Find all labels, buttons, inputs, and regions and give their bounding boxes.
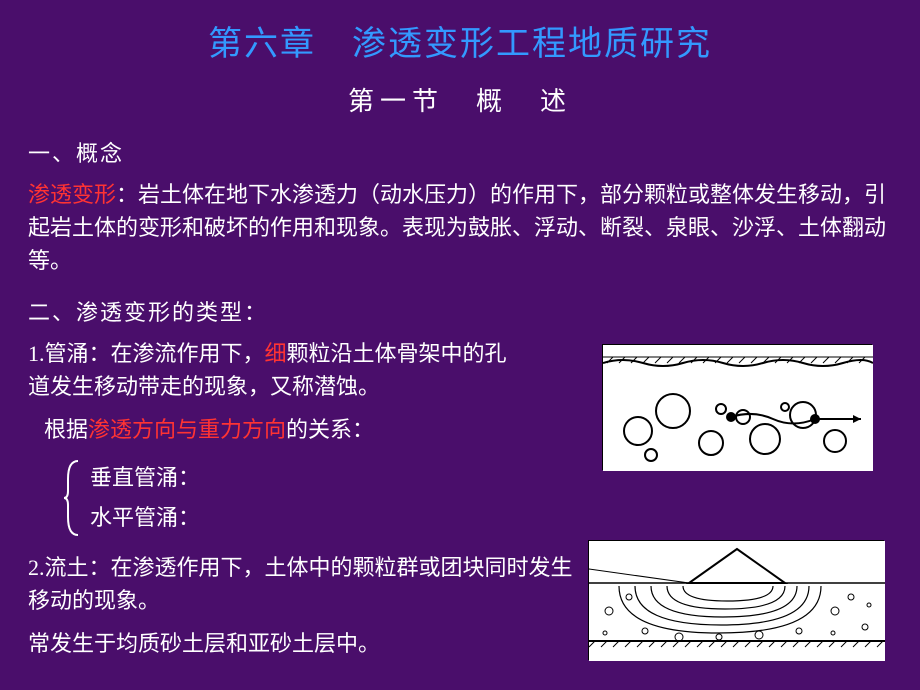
bracket-icon [64,454,82,541]
heading-concept: 一、概念 [28,136,892,168]
heading-types: 二、渗透变形的类型： [28,295,892,327]
type1-paragraph: 1.管涌：在渗流作用下，细颗粒沿土体骨架中的孔道发生移动带走的现象，又称潜蚀。 [28,337,508,403]
subtype-list: 垂直管涌： 水平管涌： [82,454,200,541]
relation-highlight: 渗透方向与重力方向 [88,417,286,442]
definition-body: 岩土体在地下水渗透力（动水压力）的作用下，部分颗粒或整体发生移动，引起岩土体的变… [28,182,886,273]
relation-prefix: 根据 [44,417,88,442]
relation-suffix: 的关系： [286,417,374,442]
soil-piping-figure [602,344,872,470]
chapter-title: 第六章 渗透变形工程地质研究 [0,0,920,65]
definition-colon: ： [116,182,138,207]
definition-paragraph: 渗透变形：岩土体在地下水渗透力（动水压力）的作用下，部分颗粒或整体发生移动，引起… [28,178,892,277]
subtype-horizontal: 水平管涌： [90,498,200,538]
dam-seepage-figure [588,540,884,660]
type2-note: 常发生于均质砂土层和亚砂土层中。 [28,627,594,660]
type2-paragraph: 2.流土：在渗透作用下，土体中的颗粒群或团块同时发生移动的现象。 [28,551,594,617]
type1-prefix: 1.管涌：在渗流作用下， [28,341,265,366]
subtype-vertical: 垂直管涌： [90,458,200,498]
definition-term: 渗透变形 [28,182,116,207]
type1-highlight: 细 [265,341,287,366]
section-title: 第一节 概 述 [0,81,920,118]
